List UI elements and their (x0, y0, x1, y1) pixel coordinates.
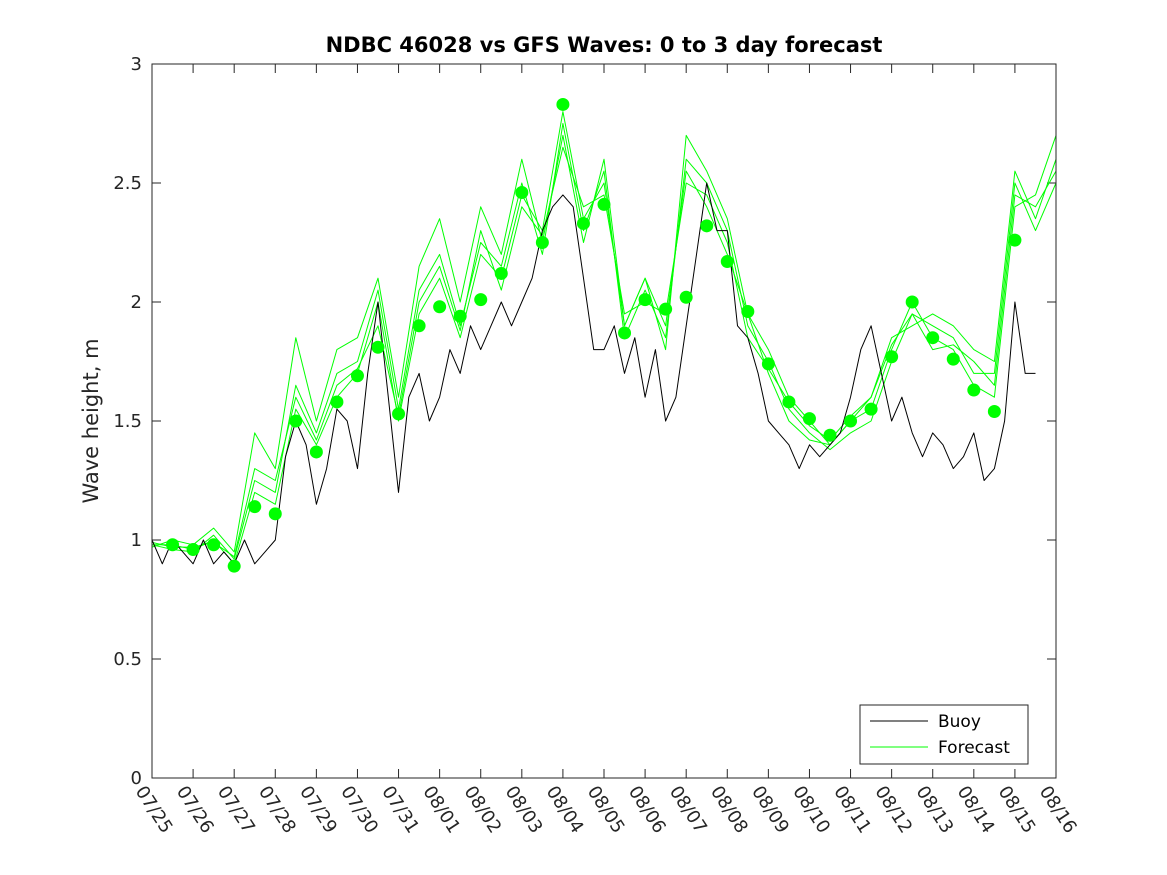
forecast-point (679, 290, 693, 304)
forecast-lines (151, 111, 1057, 565)
x-tick-label: 08/01 (418, 782, 464, 837)
forecast-point (618, 326, 632, 340)
forecast-point (535, 236, 549, 249)
legend: Buoy Forecast (859, 704, 1029, 765)
forecast-point (597, 197, 611, 211)
y-axis-label: Wave height, m (79, 338, 103, 503)
forecast-point (967, 383, 981, 397)
forecast-point (515, 186, 529, 200)
forecast-point (905, 295, 919, 309)
buoy-line (151, 182, 1036, 565)
x-tick-label: 08/15 (994, 782, 1040, 837)
y-tick-label: 0 (131, 768, 142, 789)
forecast-run-line (151, 134, 1057, 553)
y-tick-label: 1.5 (113, 411, 142, 432)
forecast-point (761, 357, 775, 371)
forecast-point (659, 302, 673, 316)
x-tick-label: 08/05 (583, 782, 629, 837)
forecast-point (248, 500, 262, 514)
buoy-series (151, 182, 1036, 565)
forecast-point (556, 97, 570, 111)
forecast-point (453, 309, 467, 323)
forecast-point (720, 255, 734, 269)
y-tick-label: 3 (131, 54, 142, 75)
y-tick-label: 2 (131, 292, 142, 313)
x-tick-label: 08/02 (460, 782, 506, 837)
forecast-point (494, 266, 508, 280)
x-tick-label: 08/07 (665, 782, 711, 837)
x-tick-label: 08/06 (624, 782, 670, 837)
forecast-point (823, 428, 837, 442)
legend-buoy-label: Buoy (938, 712, 981, 732)
forecast-point (474, 293, 488, 307)
forecast-point (864, 402, 878, 416)
forecast-point (987, 404, 1001, 418)
x-tick-label: 07/27 (213, 782, 259, 837)
forecast-point (700, 219, 714, 233)
forecast-point (227, 559, 241, 573)
x-tick-label: 08/09 (747, 782, 793, 837)
forecast-point (309, 445, 323, 459)
x-tick-label: 07/25 (131, 782, 177, 837)
x-tick-label: 07/29 (295, 782, 341, 837)
forecast-point (802, 412, 816, 426)
x-tick-label: 08/04 (542, 782, 588, 837)
x-tick-label: 07/26 (172, 782, 218, 837)
plot-frame (151, 63, 1057, 779)
x-tick-label: 07/31 (377, 782, 423, 837)
forecast-point (371, 340, 385, 354)
chart-title: NDBC 46028 vs GFS Waves: 0 to 3 day fore… (326, 33, 883, 57)
x-tick-label: 07/30 (336, 782, 382, 837)
forecast-point (741, 305, 755, 319)
legend-forecast-label: Forecast (938, 738, 1010, 758)
forecast-point (576, 216, 590, 230)
forecast-point (412, 319, 426, 333)
x-tick-label: 07/28 (254, 782, 300, 837)
forecast-point (289, 414, 303, 428)
forecast-point (268, 507, 282, 521)
x-tick-label: 08/08 (706, 782, 752, 837)
forecast-point (844, 414, 858, 428)
forecast-point (946, 352, 960, 366)
forecast-run-line (152, 111, 1057, 565)
x-tick-label: 08/14 (953, 782, 999, 837)
forecast-point (782, 395, 796, 409)
forecast-point (350, 369, 364, 383)
forecast-point (1008, 233, 1022, 247)
x-tick-label: 08/03 (501, 782, 547, 837)
x-tick-label: 08/11 (829, 782, 875, 837)
forecast-point (330, 395, 344, 409)
x-tick-label: 08/10 (788, 782, 834, 837)
forecast-run-line (151, 146, 1057, 558)
x-tick-label: 08/16 (1035, 782, 1081, 837)
forecast-point (186, 543, 200, 557)
legend-box (859, 704, 1029, 765)
forecast-point (885, 350, 899, 364)
forecast-point (433, 300, 447, 314)
forecast-point (207, 538, 221, 552)
forecast-point (166, 538, 180, 552)
y-tick-label: 1 (131, 530, 142, 551)
y-tick-label: 2.5 (113, 173, 142, 194)
forecast-point (926, 331, 940, 345)
y-tick-label: 0.5 (113, 649, 142, 670)
forecast-markers (166, 97, 1022, 573)
x-tick-label: 08/13 (912, 782, 958, 837)
x-tick-label: 08/12 (870, 782, 916, 837)
forecast-point (638, 293, 652, 307)
forecast-point (392, 407, 406, 421)
